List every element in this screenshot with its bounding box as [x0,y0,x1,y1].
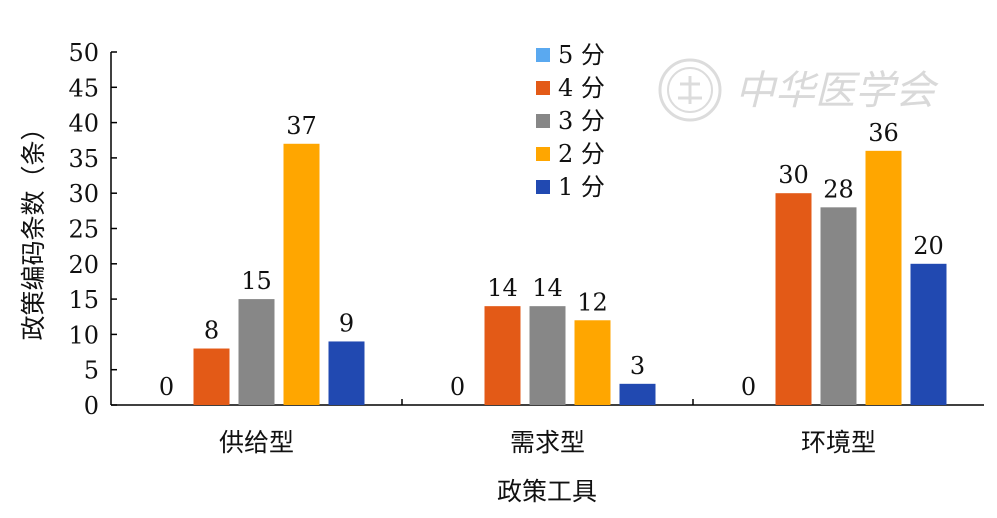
category-label: 供给型 [219,428,294,457]
data-label: 37 [286,112,317,140]
y-tick-label: 50 [68,39,99,67]
data-label: 14 [487,274,518,302]
y-tick-label: 45 [68,74,99,102]
data-label: 15 [241,267,272,295]
bars [193,143,947,405]
y-ticks: 0 5 10 15 20 25 30 35 40 45 50 [68,39,117,420]
bar [820,207,857,405]
y-tick-label: 40 [68,110,99,138]
bar [910,263,947,405]
data-label: 12 [577,288,608,316]
x-ticks [401,399,694,405]
data-label: 14 [532,274,563,302]
legend-label: 3 分 [558,107,605,135]
bar [328,341,365,405]
y-tick-label: 35 [68,145,99,173]
data-label: 0 [741,373,756,401]
data-label: 0 [450,373,465,401]
legend-label: 4 分 [558,74,605,102]
y-tick-label: 15 [68,286,99,314]
y-tick-label: 25 [68,216,99,244]
watermark-text: 中华医学会 [735,68,939,114]
data-label: 28 [823,175,854,203]
legend-label: 1 分 [558,173,605,201]
bar [574,320,611,405]
bar [619,383,656,405]
watermark: 中华医学会 [658,58,939,122]
bar [775,193,812,405]
legend-label: 5 分 [558,41,605,69]
y-tick-label: 0 [84,392,99,420]
legend-swatch [536,81,550,95]
data-label: 30 [778,161,809,189]
data-label: 0 [159,373,174,401]
bar [238,299,275,405]
y-axis-title: 政策编码条数（条） [19,115,48,340]
data-label: 36 [868,119,899,147]
data-label: 8 [204,317,219,345]
y-tick-label: 20 [68,251,99,279]
data-label: 20 [913,232,944,260]
legend-swatch [536,114,550,128]
y-tick-label: 10 [68,321,99,349]
society-seal-icon [658,58,722,122]
data-label: 9 [339,309,354,337]
bar [865,150,902,405]
bar [529,306,566,405]
legend: 5 分 4 分 3 分 2 分 1 分 [536,41,605,201]
legend-swatch [536,180,550,194]
legend-swatch [536,48,550,62]
data-label: 3 [630,352,645,380]
category-label: 需求型 [510,428,585,457]
bar [283,143,320,405]
legend-swatch [536,147,550,161]
y-tick-label: 30 [68,180,99,208]
bar [484,306,521,405]
y-tick-label: 5 [84,357,99,385]
category-label: 环境型 [801,428,876,457]
legend-label: 2 分 [558,140,605,168]
bar [193,348,230,405]
x-axis-title: 政策工具 [497,477,597,506]
category-labels: 供给型 需求型 环境型 [219,428,876,457]
